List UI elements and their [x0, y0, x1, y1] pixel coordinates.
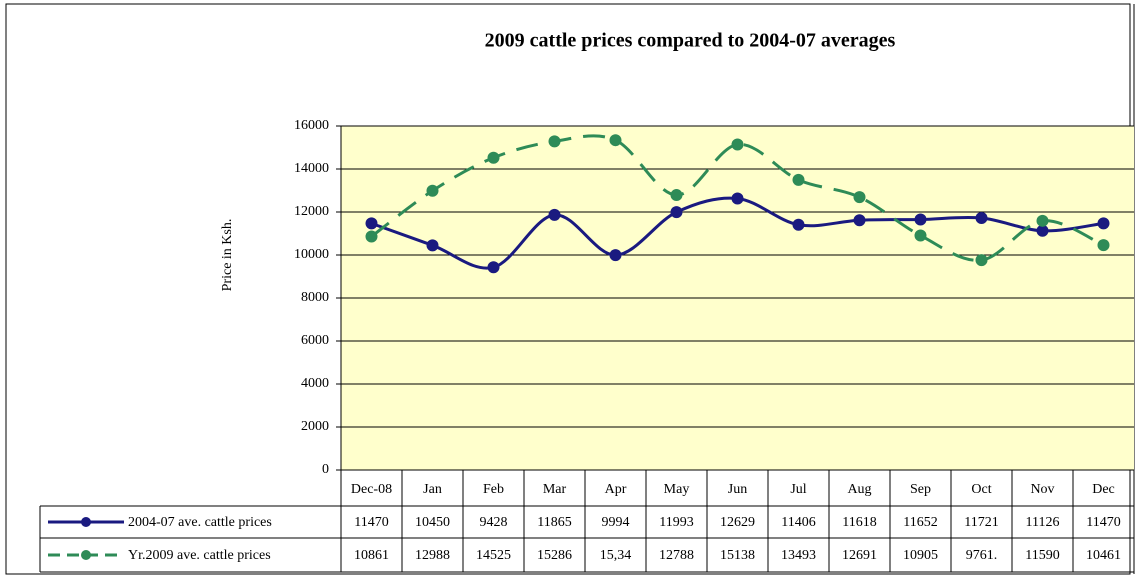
table-value: 13493 [781, 548, 816, 563]
data-point [914, 213, 927, 226]
data-point [1097, 239, 1110, 252]
table-value: 11590 [1025, 548, 1059, 563]
table-value: 11865 [537, 515, 571, 530]
x-tick-label: Jun [728, 482, 747, 497]
y-axis-title: Price in Ksh. [220, 219, 235, 292]
data-point [487, 151, 500, 164]
x-tick-label: Dec-08 [351, 482, 392, 497]
table-value: 15138 [720, 548, 755, 563]
table-value: 9994 [602, 515, 630, 530]
data-point [731, 192, 744, 205]
data-point [426, 239, 439, 252]
y-tick-label: 10000 [294, 247, 329, 262]
table-value: 12788 [659, 548, 694, 563]
data-point [609, 134, 622, 147]
data-point [670, 206, 683, 219]
table-value: 10861 [354, 548, 389, 563]
y-tick-label: 6000 [301, 333, 329, 348]
x-tick-label: Feb [483, 482, 504, 497]
table-value: 12988 [415, 548, 450, 563]
table-value: 12691 [842, 548, 877, 563]
table-value: 11721 [964, 515, 998, 530]
table-value: 15,34 [600, 548, 632, 563]
data-point [1036, 224, 1049, 237]
data-point [914, 229, 927, 242]
table-value: 11470 [1086, 515, 1120, 530]
y-tick-label: 2000 [301, 419, 329, 434]
table-value: 11618 [842, 515, 876, 530]
data-point [792, 218, 805, 231]
table-value: 10461 [1086, 548, 1121, 563]
y-tick-label: 8000 [301, 290, 329, 305]
data-point [426, 184, 439, 197]
table-value: 12629 [720, 515, 755, 530]
chart-title: 2009 cattle prices compared to 2004-07 a… [485, 30, 896, 52]
table-value: 9428 [480, 515, 508, 530]
x-tick-label: Apr [605, 482, 627, 497]
data-point [731, 138, 744, 151]
data-point [975, 254, 988, 267]
table-value: 11470 [354, 515, 388, 530]
data-point [853, 191, 866, 204]
x-tick-label: Dec [1092, 482, 1115, 497]
x-tick-label: Oct [971, 482, 991, 497]
x-tick-label: Jul [790, 482, 806, 497]
y-tick-label: 12000 [294, 204, 329, 219]
data-point [975, 211, 988, 224]
x-tick-label: May [664, 482, 690, 497]
table-value: 10450 [415, 515, 450, 530]
data-point [1036, 214, 1049, 227]
x-tick-label: Mar [543, 482, 567, 497]
data-point [670, 189, 683, 202]
table-value: 11126 [1026, 515, 1060, 530]
y-tick-label: 14000 [294, 161, 329, 176]
table-value: 10905 [903, 548, 938, 563]
legend-label: 2004-07 ave. cattle prices [128, 515, 272, 530]
legend-marker [81, 550, 91, 560]
table-value: 14525 [476, 548, 511, 563]
data-point [609, 249, 622, 262]
table-value: 11652 [903, 515, 937, 530]
x-tick-label: Aug [847, 482, 871, 497]
table-value: 11993 [659, 515, 693, 530]
legend-label: Yr.2009 ave. cattle prices [128, 548, 271, 563]
table-value: 15286 [537, 548, 572, 563]
y-tick-label: 4000 [301, 376, 329, 391]
data-point [853, 214, 866, 227]
x-tick-label: Jan [423, 482, 442, 497]
legend-marker [81, 517, 91, 527]
y-tick-label: 0 [322, 462, 329, 477]
data-point [487, 261, 500, 274]
y-tick-label: 16000 [294, 118, 329, 133]
data-point [548, 135, 561, 148]
data-point [1097, 217, 1110, 230]
table-value: 11406 [781, 515, 815, 530]
x-tick-label: Sep [910, 482, 931, 497]
data-point [792, 173, 805, 186]
data-point [548, 208, 561, 221]
data-point [365, 230, 378, 243]
x-tick-label: Nov [1030, 482, 1054, 497]
table-value: 9761. [966, 548, 998, 563]
data-point [365, 217, 378, 230]
